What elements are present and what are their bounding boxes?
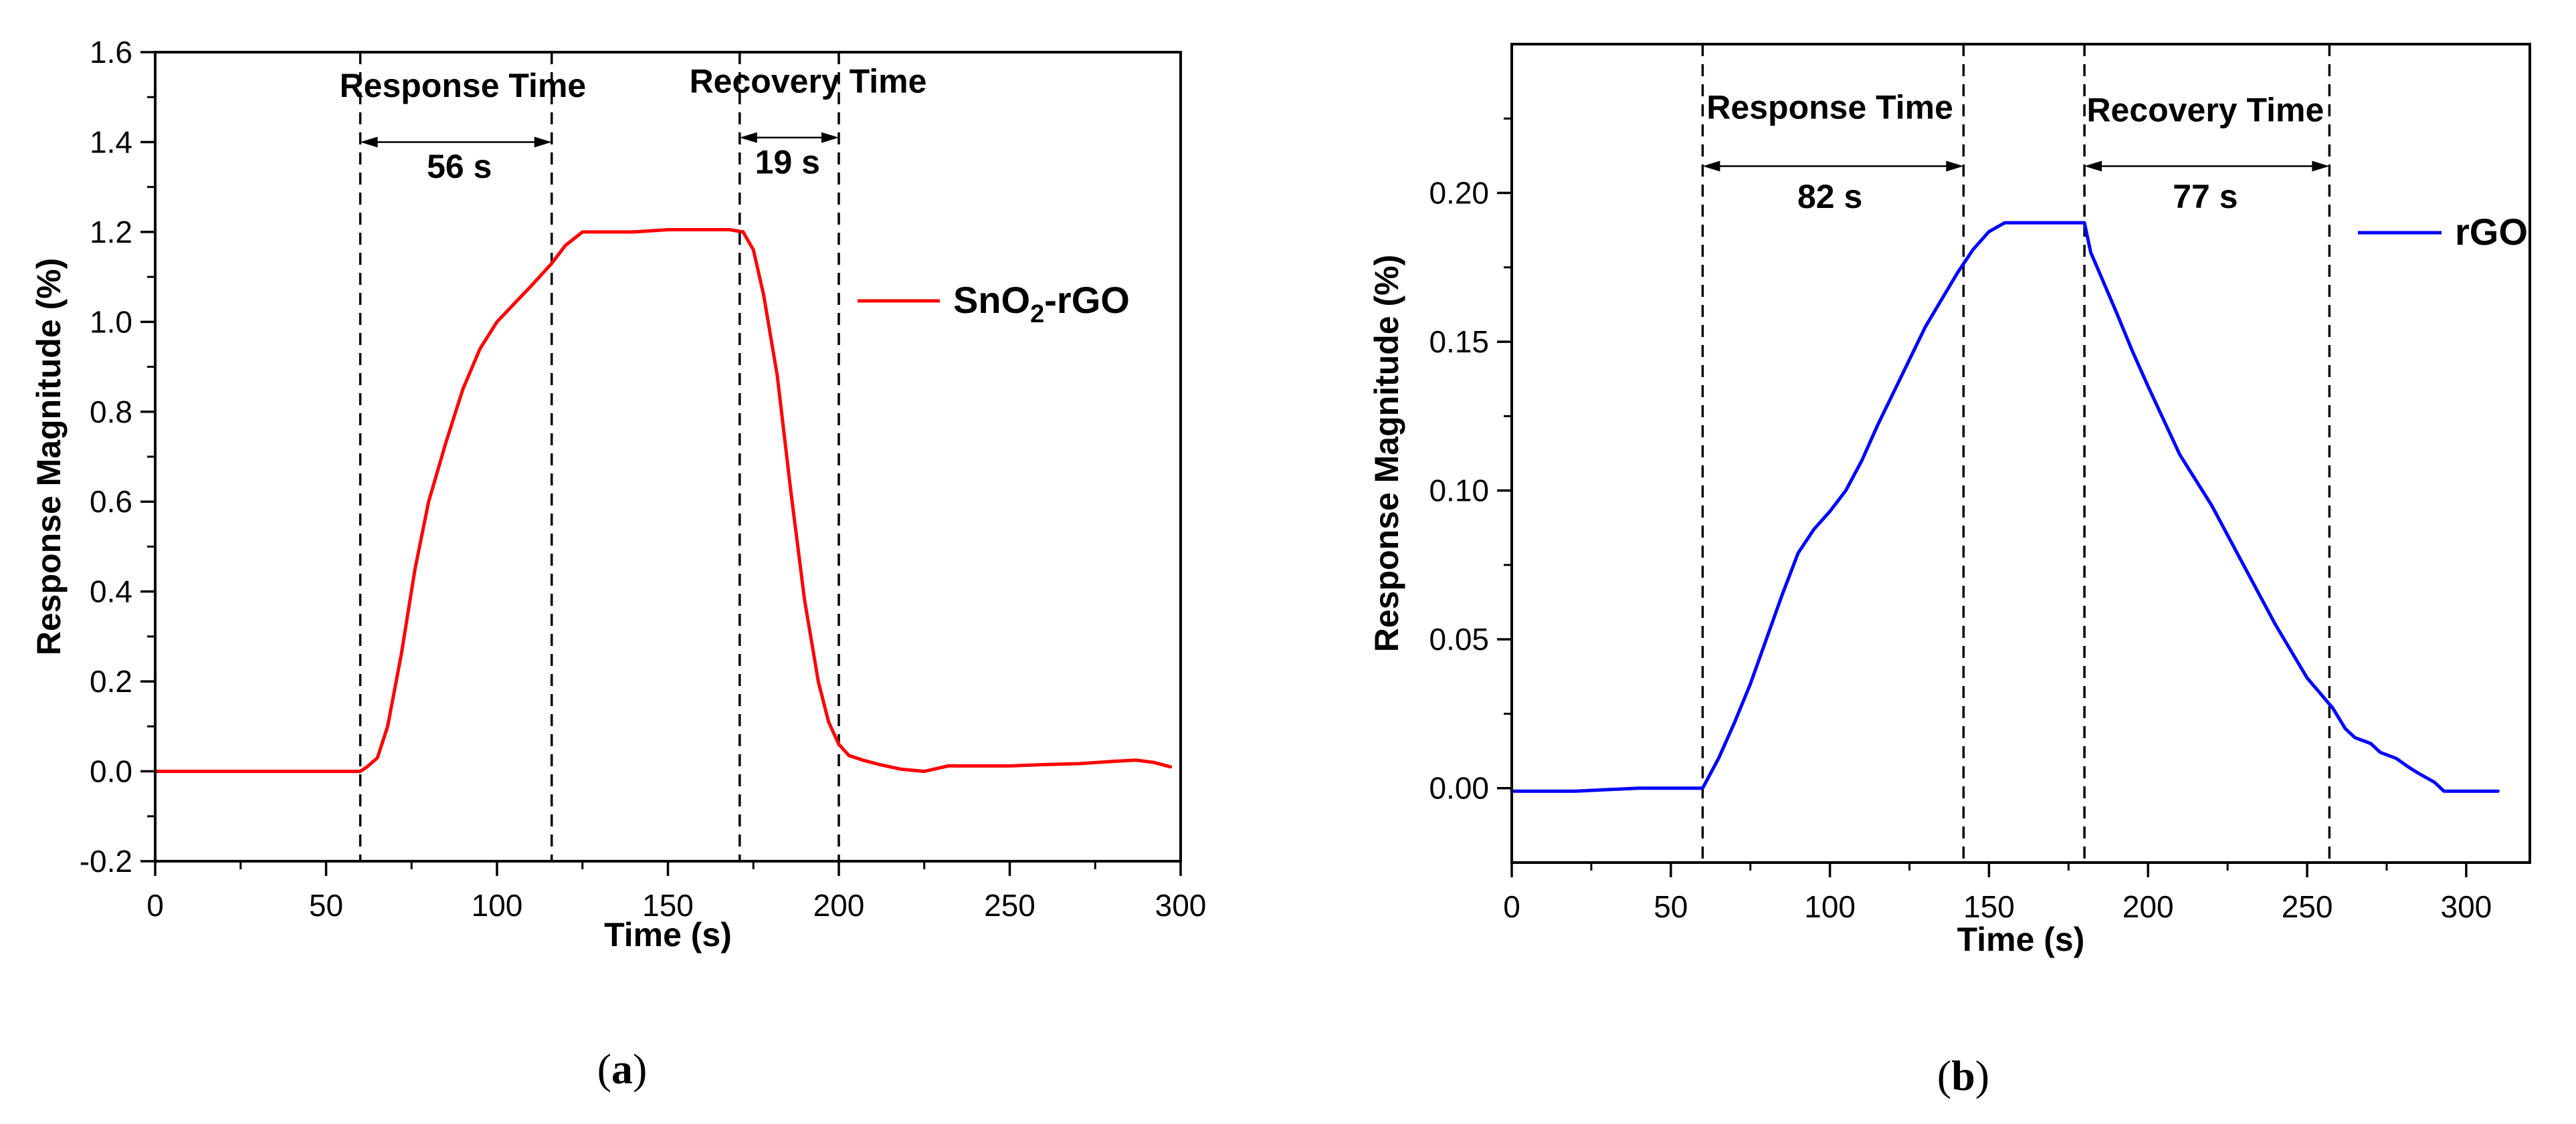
- chart-a-x-tick-label: 100: [472, 888, 523, 923]
- chart-a-caption: (a): [597, 1045, 648, 1093]
- chart-a-x-tick-label: 150: [642, 888, 694, 923]
- chart-a-caption-paren: ): [633, 1045, 647, 1093]
- chart-a-annotation-duration: 19 s: [755, 144, 820, 181]
- chart-b-x-tick-label: 200: [2122, 889, 2174, 924]
- chart-b-y-tick-label: 0.05: [1429, 622, 1489, 657]
- chart-b-annotation-duration: 77 s: [2173, 178, 2238, 215]
- chart-b-arrow-head-left: [2084, 160, 2102, 172]
- chart-a-caption-letter: a: [611, 1045, 633, 1093]
- chart-b-x-tick-label: 50: [1654, 889, 1688, 924]
- chart-a-legend-subscript: 2: [1030, 300, 1044, 328]
- chart-a-legend-label: SnO2-rGO: [953, 279, 1130, 328]
- chart-b-annotation-label: Response Time: [1706, 88, 1953, 126]
- chart-a-legend-text: -rGO: [1044, 279, 1130, 321]
- chart-a-x-tick-label: 300: [1155, 888, 1207, 923]
- chart-a-group: 0 50 100 150 200 250 300 -0.2 0.0 0.2 0.4 0.6 0.8 1.0…: [30, 35, 1206, 1093]
- chart-a-series-line: [153, 228, 1173, 774]
- chart-a-caption-paren: (: [597, 1045, 611, 1093]
- chart-b-y-tick-label: 0.00: [1429, 771, 1489, 806]
- chart-b-x-tick-label: 250: [2282, 889, 2333, 924]
- chart-a-x-tick-label: 200: [813, 888, 865, 923]
- chart-b-x-tick-label: 150: [1963, 889, 2015, 924]
- chart-a-legend-text: SnO: [953, 279, 1030, 321]
- chart-b-plot-frame: [1510, 43, 2531, 864]
- chart-a-plot-frame: [154, 51, 1182, 863]
- chart-a-x-tick-label: 250: [984, 888, 1035, 923]
- chart-a-y-tick-label: 0.0: [90, 754, 132, 789]
- chart-a-y-tick-label: 0.4: [90, 574, 132, 609]
- chart-a-annotation-duration: 56 s: [427, 148, 492, 185]
- chart-a-x-tick-label: 0: [146, 888, 164, 923]
- chart-b-annotation-duration: 82 s: [1797, 178, 1862, 215]
- chart-b-caption: (b): [1937, 1052, 1989, 1099]
- chart-a-annotation-label: Response Time: [340, 67, 587, 104]
- chart-a-x-tick-label: 50: [309, 888, 343, 923]
- chart-a-y-tick-label: 0.6: [90, 484, 132, 519]
- chart-b-y-tick-label: 0.10: [1429, 473, 1489, 508]
- chart-a-y-tick-label: -0.2: [80, 844, 132, 879]
- chart-a-annotation-label: Recovery Time: [690, 63, 927, 100]
- chart-b-annotation-label: Recovery Time: [2086, 92, 2324, 129]
- chart-b-group: 0 50 100 150 200 250 300 0.00 0.05 0.10 0.15 0.20 Re…: [1368, 43, 2531, 1099]
- chart-b-arrow-head-right: [1946, 160, 1964, 172]
- chart-b-x-tick-label: 300: [2441, 889, 2492, 924]
- chart-a-y-tick-label: 1.2: [90, 215, 132, 249]
- chart-a-y-axis-label: Response Magnitude (%): [30, 258, 68, 655]
- chart-b-y-tick-label: 0.20: [1429, 176, 1489, 211]
- chart-b-x-tick-label: 0: [1503, 889, 1520, 924]
- chart-b-caption-letter: b: [1951, 1052, 1975, 1099]
- chart-b-arrow-head-left: [1702, 160, 1720, 172]
- chart-b-arrow-head-right: [2312, 160, 2330, 172]
- chart-b-x-axis-label: Time (s): [1957, 921, 2085, 958]
- chart-a-x-axis-label: Time (s): [604, 916, 732, 953]
- chart-a-arrow-head-left: [739, 132, 757, 143]
- chart-b-x-tick-label: 100: [1804, 889, 1856, 924]
- chart-b-caption-paren: (: [1937, 1052, 1951, 1099]
- chart-a-y-tick-label: 0.8: [90, 395, 132, 429]
- chart-a-y-tick-label: 0.2: [90, 664, 132, 699]
- chart-a-y-tick-label: 1.6: [90, 35, 132, 70]
- chart-a-arrow-head-right: [534, 136, 552, 148]
- chart-b-series-line: [1510, 221, 2500, 793]
- chart-a-y-tick-label: 1.0: [90, 304, 132, 339]
- chart-b-caption-paren: ): [1975, 1052, 1989, 1099]
- chart-b-y-axis-label: Response Magnitude (%): [1368, 255, 1405, 652]
- chart-a-arrow-head-right: [821, 132, 839, 143]
- chart-a-arrow-head-left: [360, 136, 378, 148]
- chart-b-y-tick-label: 0.15: [1429, 324, 1489, 359]
- chart-b-legend-label: rGO: [2455, 211, 2528, 253]
- chart-a-y-tick-label: 1.4: [90, 124, 132, 159]
